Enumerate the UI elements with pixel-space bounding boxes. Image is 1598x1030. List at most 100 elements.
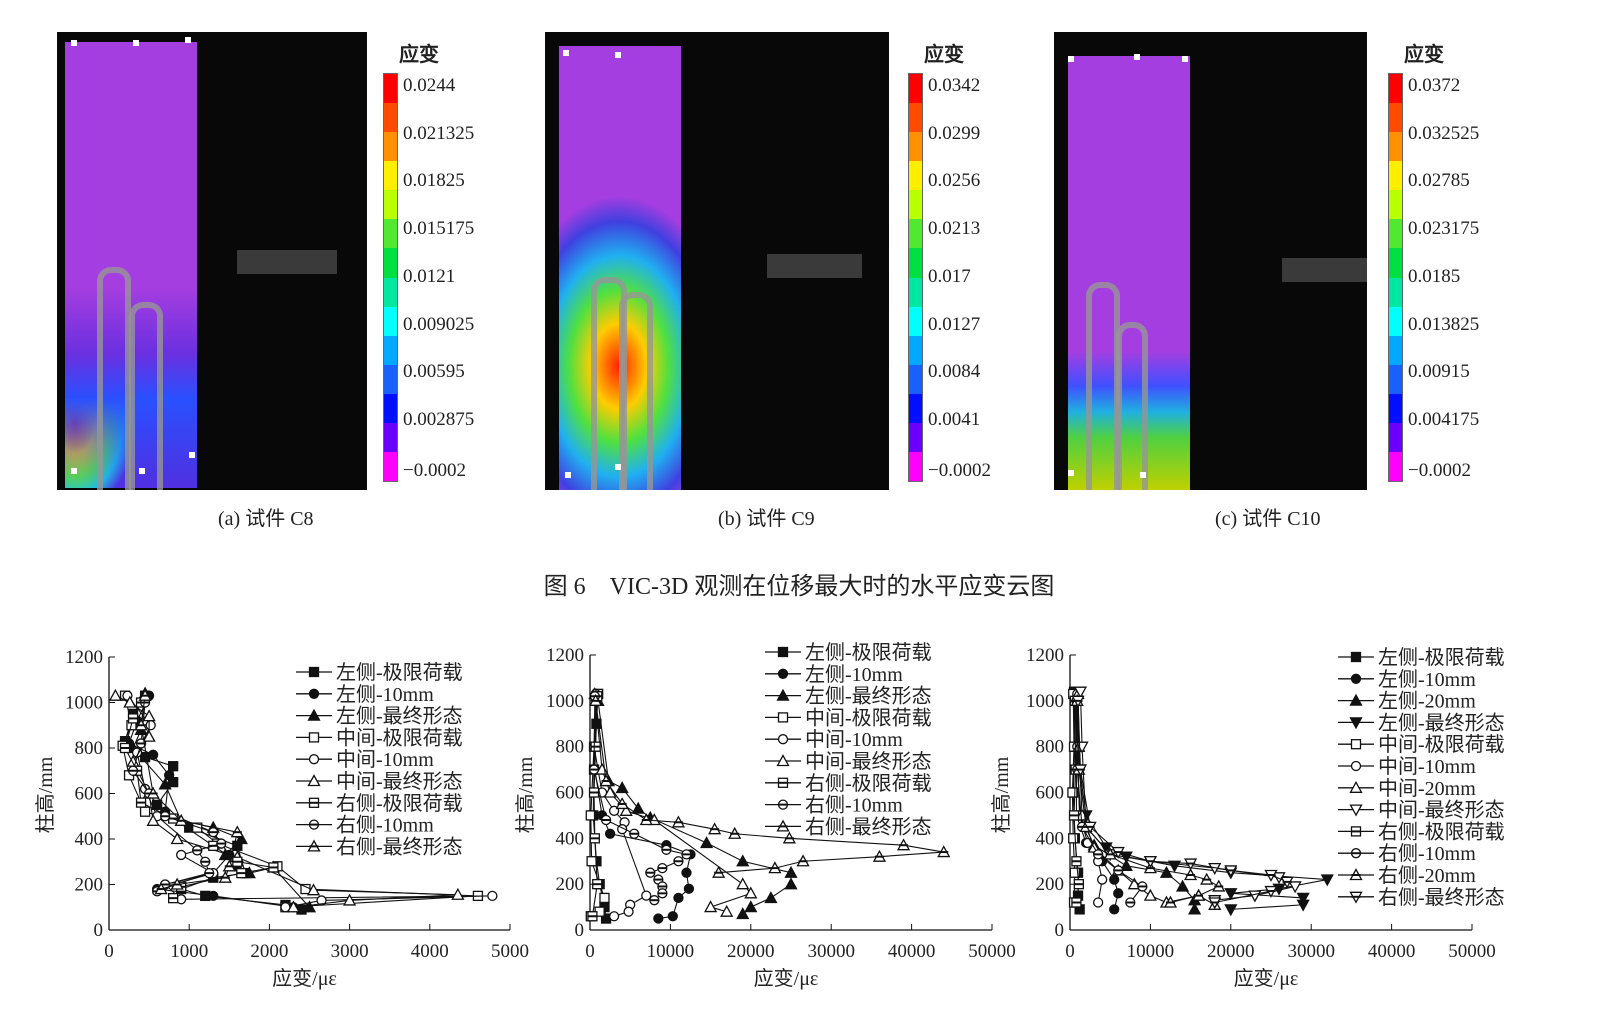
colorbar-swatch <box>384 393 397 423</box>
series-左侧-最终形态 <box>591 693 798 920</box>
chart-3: 0 10000 20000 30000 40000 50000 0 200 400 600 800 1… <box>990 645 1505 990</box>
triangle-marker <box>619 803 633 816</box>
triangle-marker <box>142 709 156 722</box>
colorbar-swatch <box>384 132 397 162</box>
circle-marker <box>777 668 789 679</box>
x-tick-label: 40000 <box>1368 941 1416 962</box>
colorbar-swatch <box>909 393 922 423</box>
colorbar-swatch <box>909 364 922 394</box>
colorbar-swatch <box>384 364 397 394</box>
triangle-marker <box>699 836 714 849</box>
colorbar-swatch <box>384 248 397 278</box>
circle-marker <box>176 849 187 861</box>
series-右侧-极限荷载 <box>587 691 603 922</box>
y-tick-label: 800 <box>1036 737 1065 758</box>
triangle-marker <box>647 813 661 826</box>
subcaption-b: (b) 试件 C9 <box>718 508 815 530</box>
colorbar-label: 0.013825 <box>1408 313 1480 335</box>
y-axis-label: 柱高/mm <box>990 756 1013 833</box>
x-tick-label: 30000 <box>807 941 855 962</box>
dic-image-c10 <box>1054 32 1367 490</box>
y-tick-label: 0 <box>94 920 104 941</box>
x-tick-label: 0 <box>1065 941 1075 962</box>
x-tick-label: 2000 <box>250 941 288 962</box>
subcaption-a: (a) 试件 C8 <box>218 508 314 530</box>
circle-marker <box>1113 888 1124 899</box>
y-tick-label: 400 <box>75 829 104 850</box>
triangle-marker <box>307 708 321 721</box>
square-marker <box>585 810 596 821</box>
square-marker <box>1350 651 1362 663</box>
circle-marker <box>145 720 156 731</box>
legend-label: 右侧-20mm <box>1378 864 1476 887</box>
series-line <box>1076 700 1220 904</box>
triangle-marker <box>343 893 357 906</box>
circle-marker <box>1097 874 1108 885</box>
colorbar-swatch <box>384 277 397 307</box>
y-tick-label: 1000 <box>546 691 584 712</box>
colorbar <box>383 73 398 482</box>
colorbar-swatch <box>384 103 397 133</box>
x-tick-label: 1000 <box>170 941 208 962</box>
colorbar-swatch <box>384 190 397 220</box>
series-line <box>591 696 598 917</box>
legend-label: 中间-最终形态 <box>805 750 932 773</box>
circle-marker <box>673 892 684 904</box>
triangle-marker <box>784 865 798 878</box>
circle-marker <box>487 890 498 902</box>
triangle-marker <box>302 900 317 913</box>
colorbar-swatch <box>1389 452 1402 482</box>
colorbar-swatch <box>909 103 922 133</box>
circle-marker <box>608 911 620 922</box>
triangle-marker <box>108 688 123 701</box>
circle-marker <box>308 688 320 699</box>
x-tick-label: 50000 <box>1448 941 1496 962</box>
triangle-down-marker <box>1320 874 1334 887</box>
square-marker <box>139 806 151 817</box>
x-tick-label: 50000 <box>968 941 1016 962</box>
square-marker <box>777 712 789 723</box>
triangle-marker <box>1175 879 1190 892</box>
colorbar-swatch <box>909 74 922 104</box>
colorbar-swatch <box>1389 335 1402 365</box>
colorbar-label: 0.015175 <box>403 218 475 240</box>
y-tick-label: 400 <box>1036 828 1065 849</box>
colorbar-swatch <box>1389 190 1402 220</box>
circle-marker <box>208 890 219 902</box>
dic-image-c9 <box>545 32 889 490</box>
triangle-marker <box>1119 858 1133 871</box>
y-tick-label: 400 <box>556 828 585 849</box>
colorbar-label: 0.021325 <box>403 122 475 144</box>
legend-label: 右侧-最终形态 <box>1378 886 1505 909</box>
colorbar <box>1388 73 1403 482</box>
legend-label: 中间-极限荷载 <box>336 726 463 749</box>
x-tick-label: 30000 <box>1287 941 1335 962</box>
legend-label: 中间-最终形态 <box>336 770 463 793</box>
legend-label: 右侧-最终形态 <box>336 835 463 858</box>
y-axis-label: 柱高/mm <box>34 756 57 833</box>
square-marker <box>1069 867 1080 878</box>
y-axis-label: 柱高/mm <box>514 756 537 833</box>
circle-marker <box>308 754 320 765</box>
triangle-marker <box>1349 780 1363 793</box>
colorbar-label: 0.0213 <box>928 218 981 240</box>
y-tick-label: 800 <box>75 738 104 759</box>
square-marker <box>308 732 320 743</box>
triangle-marker <box>615 781 629 794</box>
y-tick-label: 200 <box>1036 874 1065 895</box>
y-tick-label: 600 <box>1036 783 1065 804</box>
legend-label: 右侧-极限荷载 <box>336 792 463 815</box>
series-右侧-最终形态 <box>589 693 951 878</box>
colorbar-label: 0.02785 <box>1408 170 1470 192</box>
colorbar-label: −0.0002 <box>403 460 466 481</box>
legend-label: 左侧-10mm <box>336 683 434 706</box>
triangle-marker <box>146 813 160 826</box>
colorbar-swatch <box>909 161 922 191</box>
colorbar-swatch <box>909 219 922 249</box>
x-tick-label: 40000 <box>888 941 936 962</box>
colorbar-label: 0.01825 <box>403 170 465 192</box>
circle-marker <box>623 906 634 917</box>
circle-marker <box>653 913 664 924</box>
x-tick-label: 20000 <box>727 941 775 962</box>
